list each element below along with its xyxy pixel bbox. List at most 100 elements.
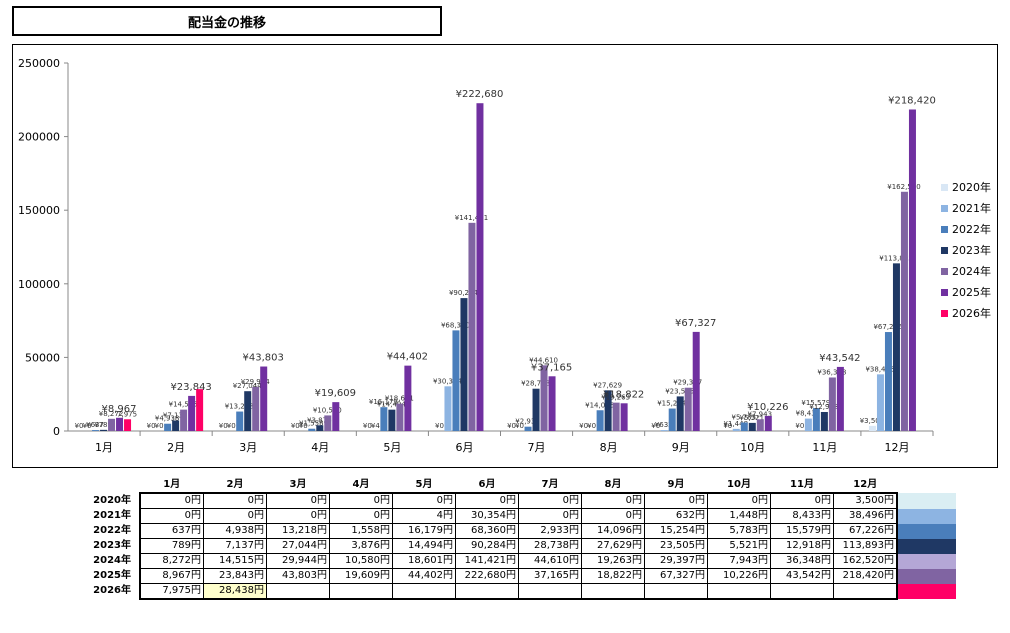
- bar-2025年-6月: [476, 103, 484, 432]
- row-label: 2026年: [93, 585, 131, 597]
- table-cell: 27,629円: [581, 538, 645, 554]
- table-cell: 0円: [203, 492, 267, 509]
- column-header: 7月: [541, 479, 559, 490]
- legend-label-2025年: 2025年: [952, 285, 991, 299]
- bar-2023年-8月: [604, 390, 612, 431]
- y-tick-label-5: 250000: [18, 57, 60, 70]
- column-header: 10月: [727, 479, 751, 490]
- bar-2022年-11月: [812, 408, 820, 431]
- table-cell: 28,738円: [518, 538, 582, 554]
- data-label: ¥29,944: [241, 378, 270, 386]
- bar-2021年-6月: [444, 386, 452, 431]
- bar-2022年-7月: [524, 426, 532, 431]
- data-label: ¥0: [579, 422, 588, 430]
- table-cell: 27,044円: [266, 538, 330, 554]
- x-tick-label-9: 10月: [740, 441, 765, 454]
- data-label: ¥162,520: [887, 183, 920, 191]
- data-label: ¥0: [651, 422, 660, 430]
- row-color-swatch: [897, 493, 956, 509]
- table-cell: 44,402円: [392, 568, 456, 584]
- data-label: ¥0: [723, 422, 732, 430]
- table-cell: 0円: [581, 508, 645, 524]
- table-cell: 218,420円: [833, 568, 898, 584]
- legend-label-2020年: 2020年: [952, 180, 991, 194]
- table-cell: 3,500円: [833, 492, 898, 509]
- data-label: ¥14,096: [585, 401, 614, 409]
- row-label: 2024年: [93, 555, 131, 566]
- bar-2022年-5月: [380, 407, 388, 431]
- table-cell: 18,601円: [392, 553, 456, 569]
- table-cell: 3,876円: [329, 538, 393, 554]
- table-cell: 7,975円: [139, 583, 204, 600]
- table-cell: [329, 583, 393, 600]
- bar-2025年-7月: [548, 376, 556, 431]
- bar-2024年-2月: [180, 409, 188, 431]
- row-color-swatch: [897, 523, 956, 539]
- bar-2021年-12月: [876, 374, 884, 431]
- data-label: ¥19,263: [601, 394, 630, 402]
- legend-label-2021年: 2021年: [952, 201, 991, 215]
- table-cell: [266, 583, 330, 600]
- x-tick-label-7: 8月: [600, 441, 618, 454]
- data-label: ¥0: [219, 422, 228, 430]
- x-tick-label-4: 5月: [383, 441, 401, 454]
- table-cell: 12,918円: [770, 538, 834, 554]
- y-tick-label-0: 0: [53, 425, 60, 438]
- bar-2023年-5月: [388, 409, 396, 431]
- table-cell: 18,822円: [581, 568, 645, 584]
- table-cell: 30,354円: [455, 508, 519, 524]
- bar-2023年-1月: [100, 429, 108, 431]
- data-label: ¥0: [299, 422, 308, 430]
- table-cell: 8,433円: [770, 508, 834, 524]
- data-label: ¥0: [587, 422, 596, 430]
- bar-2022年-1月: [92, 430, 100, 431]
- data-label: ¥0: [83, 422, 92, 430]
- table-row: 2026年 7,975円 28,438円: [82, 583, 956, 600]
- data-label: ¥632: [655, 421, 673, 429]
- table-cell: [392, 583, 456, 600]
- table-cell: 0円: [139, 492, 204, 509]
- table-row: 2023年 789円 7,137円 27,044円 3,876円 14,494円 90,28…: [82, 538, 956, 554]
- bar-2023年-7月: [532, 388, 540, 431]
- data-label: ¥3,876: [307, 416, 332, 424]
- data-label: ¥8,967: [102, 404, 137, 415]
- bar-2026年-2月: [196, 389, 204, 431]
- table-cell: 5,521円: [707, 538, 771, 554]
- data-label: ¥10,226: [747, 402, 788, 413]
- bar-2024年-8月: [612, 402, 620, 431]
- dividend-table: 1月 2月 3月 4月 5月 6月 7月 8月 9月 10月 11月 12月 2020年 0円 0円 0円 0…: [82, 478, 956, 600]
- table-cell: 222,680円: [455, 568, 519, 584]
- table-cell: 0円: [329, 492, 393, 509]
- table-cell: 0円: [455, 492, 519, 509]
- table-cell: 10,580円: [329, 553, 393, 569]
- row-label: 2022年: [93, 525, 131, 536]
- bar-2025年-8月: [620, 403, 628, 431]
- bar-2024年-7月: [540, 365, 548, 431]
- data-label: ¥2,933: [515, 418, 540, 426]
- bar-2021年-11月: [804, 418, 812, 431]
- data-label: ¥18,822: [603, 389, 644, 400]
- table-row: 2021年 0円 0円 0円 0円 4円 30,354円 0円 0円 632円 1,448円 8,43…: [82, 508, 956, 524]
- data-label: ¥218,420: [888, 95, 936, 106]
- x-tick-label-0: 1月: [95, 441, 113, 454]
- chart-area: 0 50000 100000 150000 200000 250000 1月 ¥0 ¥0 ¥637…: [12, 44, 998, 468]
- data-label: ¥4,938: [155, 415, 180, 423]
- column-header: 1月: [163, 479, 181, 490]
- row-color-swatch: [897, 568, 956, 584]
- column-header: 9月: [667, 479, 685, 490]
- data-label: ¥0: [795, 422, 804, 430]
- data-label: ¥5,521: [740, 414, 765, 422]
- data-label: ¥38,496: [865, 365, 894, 373]
- bar-2023年-10月: [748, 422, 756, 431]
- data-label: ¥43,803: [243, 353, 284, 364]
- bar-2022年-3月: [236, 411, 244, 431]
- data-label: ¥222,680: [456, 89, 504, 100]
- table-cell: 637円: [139, 523, 204, 539]
- bar-2020年-12月: [868, 425, 876, 431]
- table-cell: 0円: [392, 492, 456, 509]
- y-tick-label-2: 100000: [18, 278, 60, 291]
- table-cell: 15,254円: [644, 523, 708, 539]
- column-header: 8月: [604, 479, 622, 490]
- data-label: ¥90,284: [449, 289, 478, 297]
- legend-swatch-2022年: [941, 226, 948, 233]
